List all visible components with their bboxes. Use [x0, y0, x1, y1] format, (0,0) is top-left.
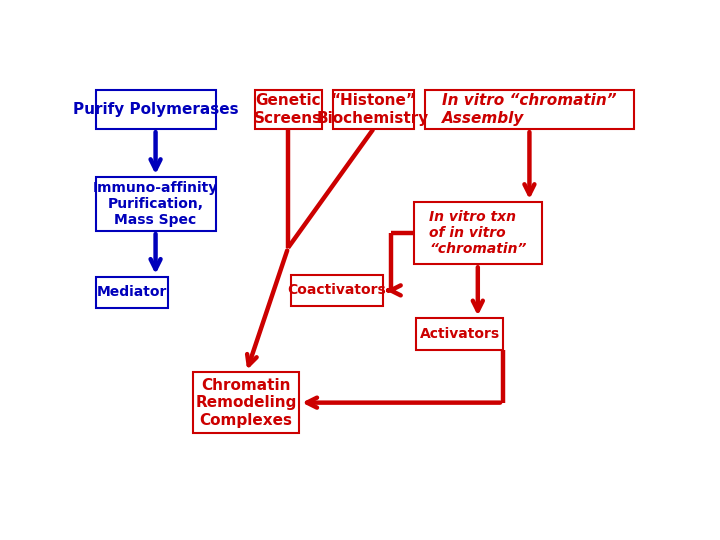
- FancyBboxPatch shape: [255, 90, 322, 129]
- Text: Immuno-affinity
Purification,
Mass Spec: Immuno-affinity Purification, Mass Spec: [93, 181, 218, 227]
- Text: Purify Polymerases: Purify Polymerases: [73, 102, 238, 117]
- Text: Coactivators: Coactivators: [287, 284, 387, 298]
- Text: Chromatin
Remodeling
Complexes: Chromatin Remodeling Complexes: [196, 378, 297, 428]
- FancyBboxPatch shape: [193, 373, 300, 433]
- FancyBboxPatch shape: [96, 90, 215, 129]
- FancyBboxPatch shape: [96, 277, 168, 308]
- FancyBboxPatch shape: [416, 319, 503, 349]
- FancyBboxPatch shape: [425, 90, 634, 129]
- Text: In vitro txn
of in vitro
“chromatin”: In vitro txn of in vitro “chromatin”: [429, 210, 526, 256]
- FancyBboxPatch shape: [291, 275, 383, 306]
- FancyBboxPatch shape: [96, 177, 215, 231]
- FancyBboxPatch shape: [333, 90, 413, 129]
- Text: Mediator: Mediator: [96, 286, 167, 300]
- Text: Genetic
Screens: Genetic Screens: [254, 93, 322, 126]
- Text: Activators: Activators: [420, 327, 500, 341]
- Text: In vitro “chromatin”
Assembly: In vitro “chromatin” Assembly: [442, 93, 617, 126]
- FancyBboxPatch shape: [413, 202, 542, 265]
- Text: “Histone”
Biochemistry: “Histone” Biochemistry: [317, 93, 429, 126]
